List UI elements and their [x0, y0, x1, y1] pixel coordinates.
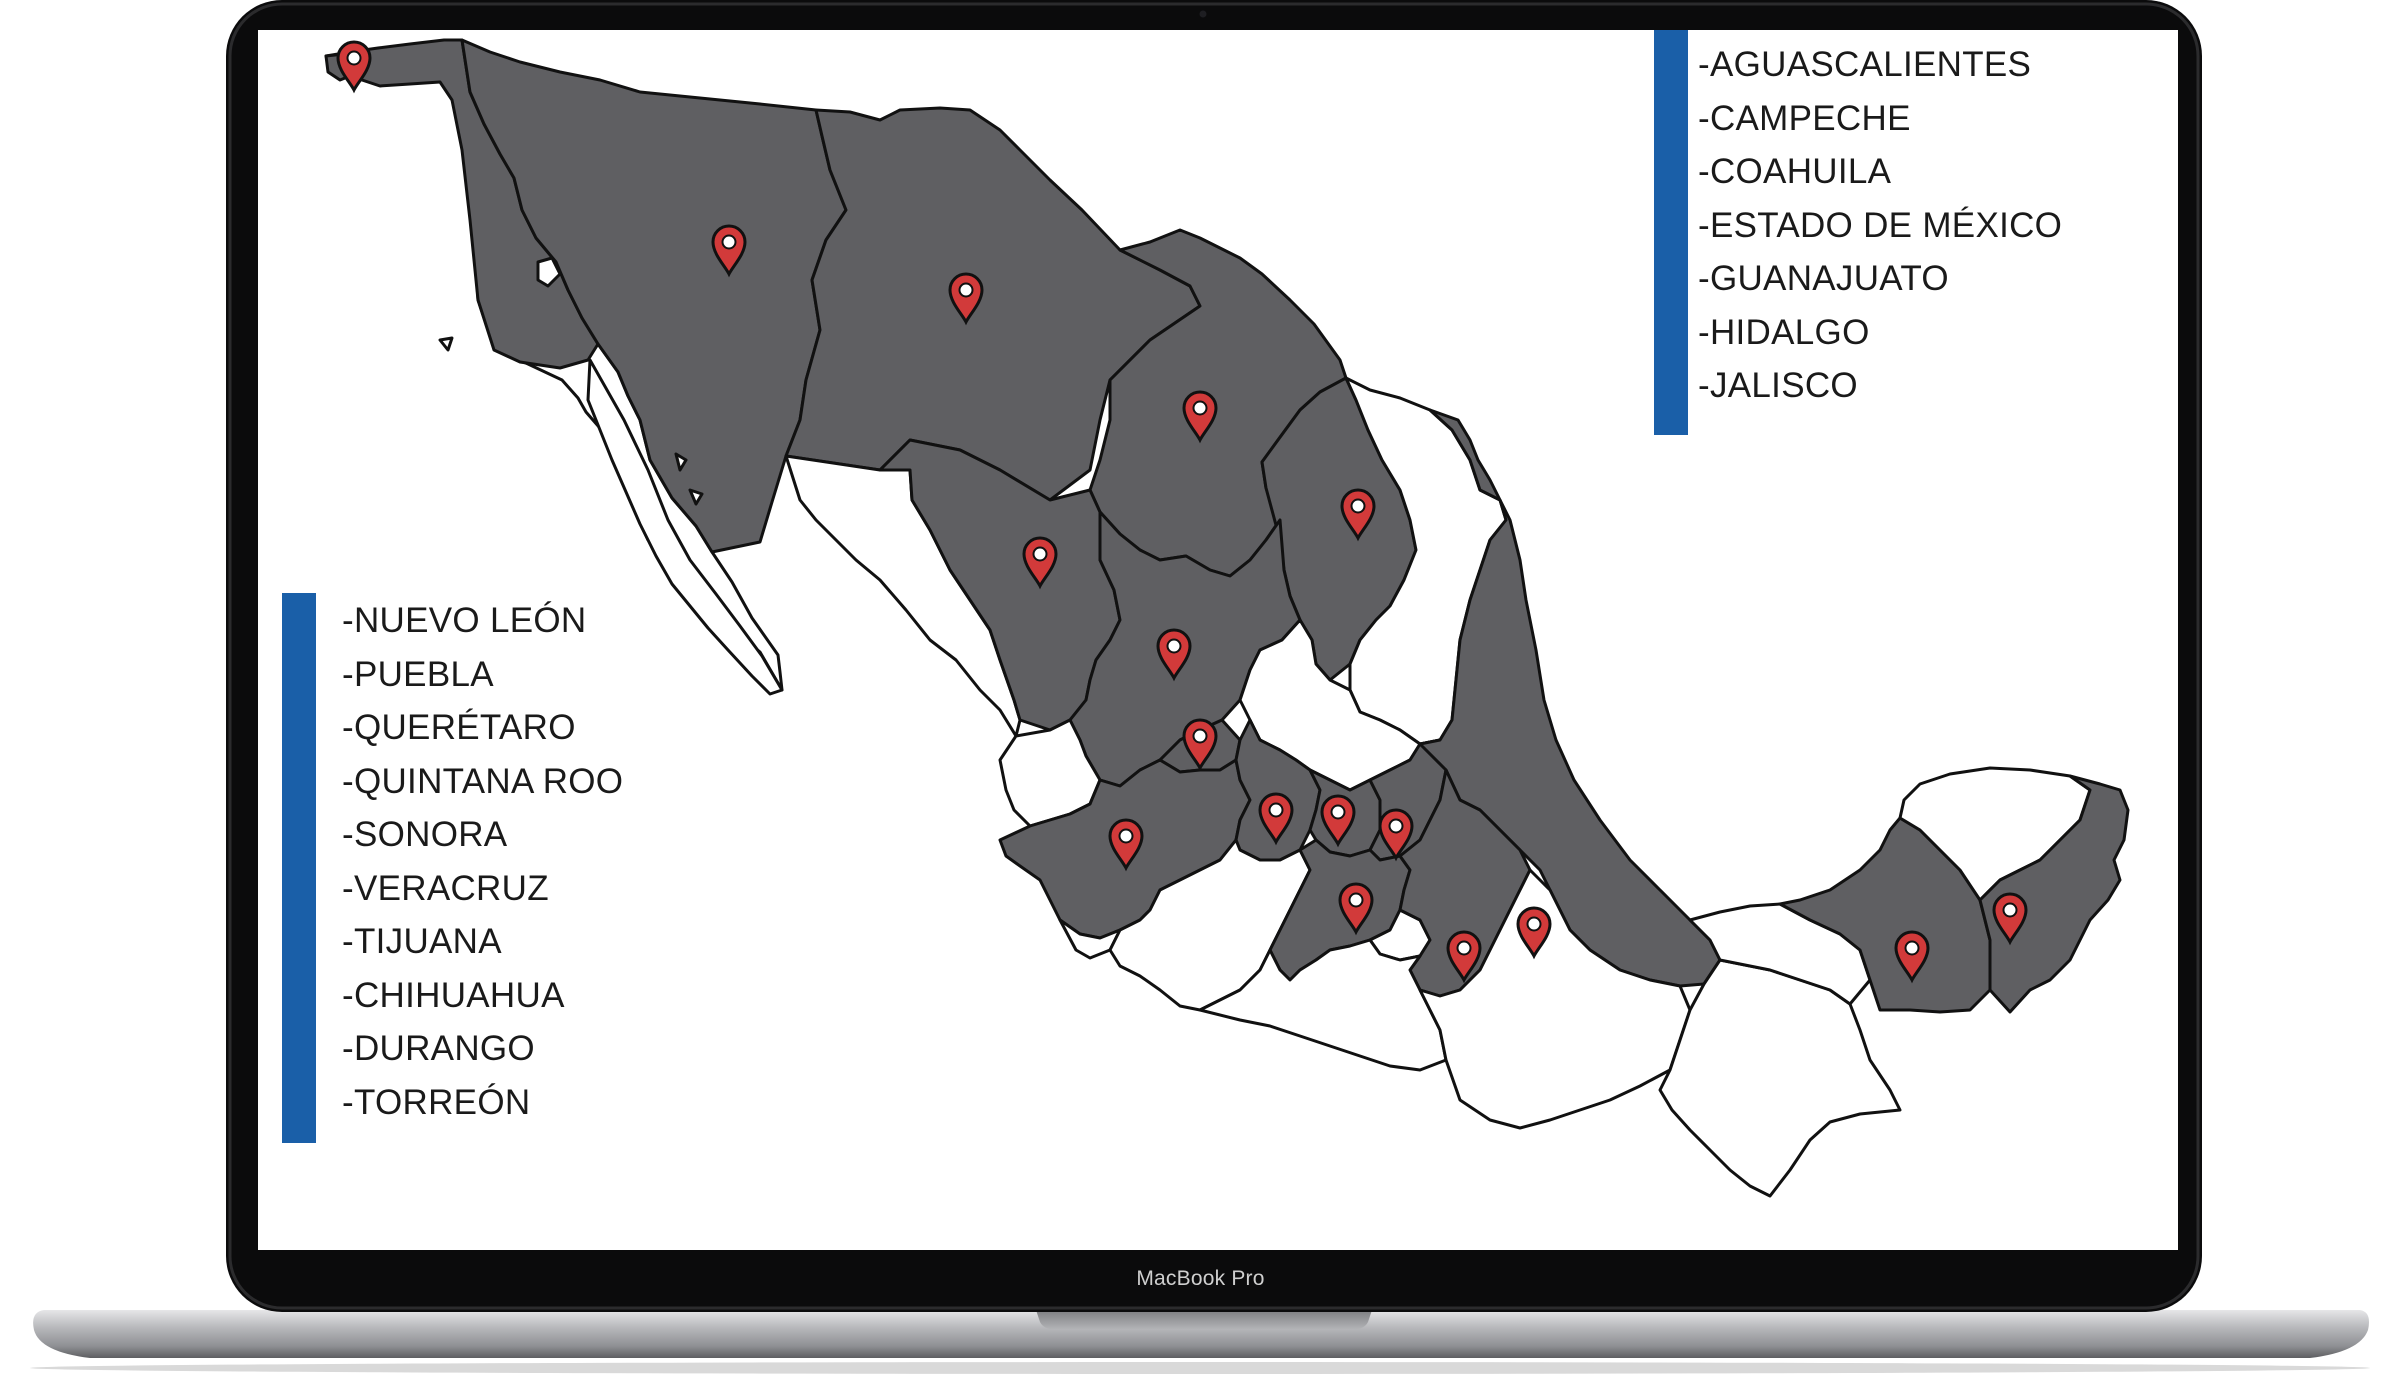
map-pin-body — [1446, 930, 1482, 984]
list-item: -GUANAJUATO — [1698, 259, 1949, 298]
list-item: -DURANGO — [342, 1029, 535, 1068]
map-pin-body — [711, 224, 747, 278]
map-pin-dot — [1192, 728, 1208, 744]
map-pin-icon[interactable] — [336, 40, 372, 94]
map-pin-dot — [2002, 902, 2018, 918]
map-pin-dot — [1526, 916, 1542, 932]
map-pin-body — [1022, 536, 1058, 590]
map-pin-dot — [1192, 400, 1208, 416]
list-item: -CHIHUAHUA — [342, 975, 565, 1015]
map-pin-body — [1894, 930, 1930, 984]
list-item: -HIDALGO — [1698, 312, 1870, 352]
island-gulf — [438, 336, 454, 352]
list-item: -PUEBLA — [342, 654, 494, 694]
trackpad-notch — [1036, 1310, 1372, 1330]
state-list-top: -AGUASCALIENTES -CAMPECHE -COAHUILA -EST… — [1698, 38, 2062, 413]
map-pin-icon[interactable] — [1022, 536, 1058, 590]
accent-bar-top — [1654, 30, 1688, 435]
list-item: -AGUASCALIENTES — [1698, 45, 2032, 84]
map-pin-icon[interactable] — [1182, 390, 1218, 444]
list-item: -TORREÓN — [342, 1082, 531, 1122]
quintana-roo-region[interactable] — [1978, 774, 2130, 1014]
list-item: -NUEVO LEÓN — [342, 601, 587, 640]
list-item: -ESTADO DE MÉXICO — [1698, 205, 2063, 245]
map-pin-dot — [1032, 546, 1048, 562]
state-list-bottom: -NUEVO LEÓN -PUEBLA -QUERÉTARO -QUINTANA… — [342, 594, 623, 1129]
oaxaca-region — [1418, 868, 1692, 1130]
device-brand-label: MacBook Pro — [1136, 1267, 1265, 1290]
map-pin-icon[interactable] — [711, 224, 747, 278]
map-pin-dot — [1456, 940, 1472, 956]
map-pin-icon[interactable] — [948, 272, 984, 326]
list-item: -QUERÉTARO — [342, 708, 576, 747]
map-pin-icon[interactable] — [1156, 628, 1192, 682]
laptop-base — [33, 1310, 2370, 1358]
map-pin-body — [1156, 628, 1192, 682]
map-pin-dot — [346, 50, 362, 66]
map-pin-dot — [958, 282, 974, 298]
list-item: -COAHUILA — [1698, 152, 1892, 191]
map-pin-body — [948, 272, 984, 326]
sonora-region[interactable] — [460, 38, 848, 554]
map-pin-icon[interactable] — [1516, 906, 1552, 960]
map-pin-icon[interactable] — [1446, 930, 1482, 984]
map-pin-body — [1516, 906, 1552, 960]
map-pin-icon[interactable] — [1338, 882, 1374, 936]
map-pin-body — [1378, 808, 1414, 862]
island-baja-1 — [674, 452, 688, 472]
list-item: -JALISCO — [1698, 366, 1858, 405]
baja-peninsula-fill — [586, 358, 784, 696]
list-item: -SONORA — [342, 815, 508, 854]
map-pin-body — [1182, 718, 1218, 772]
map-pin-dot — [1118, 828, 1134, 844]
map-pin-icon[interactable] — [1320, 794, 1356, 848]
map-pin-dot — [721, 234, 737, 250]
map-pin-body — [1340, 488, 1376, 542]
map-pin-icon[interactable] — [1258, 792, 1294, 846]
map-pin-icon[interactable] — [1108, 818, 1144, 872]
map-pin-body — [1320, 794, 1356, 848]
map-pin-body — [1182, 390, 1218, 444]
base-shadow — [30, 1362, 2370, 1374]
guerrero-region — [1198, 938, 1448, 1072]
island-baja-2 — [688, 488, 704, 506]
list-item: -TIJUANA — [342, 922, 502, 961]
map-pin-dot — [1348, 892, 1364, 908]
map-pin-body — [1338, 882, 1374, 936]
list-item: -VERACRUZ — [342, 868, 549, 908]
map-pin-icon[interactable] — [1340, 488, 1376, 542]
map-pin-dot — [1166, 638, 1182, 654]
accent-bar-bottom — [282, 593, 316, 1143]
map-pin-dot — [1268, 802, 1284, 818]
map-pin-icon[interactable] — [1992, 892, 2028, 946]
bezel-rim — [228, 2, 2200, 1310]
map-pin-dot — [1388, 818, 1404, 834]
list-item: -QUINTANA ROO — [342, 761, 624, 801]
island-tiburon — [536, 256, 562, 288]
map-markers — [336, 40, 2028, 984]
camera-dot — [1199, 10, 1207, 18]
map-pin-body — [336, 40, 372, 94]
map-pin-body — [1992, 892, 2028, 946]
map-pin-body — [1258, 792, 1294, 846]
map-pin-icon[interactable] — [1182, 718, 1218, 772]
map-pin-body — [1108, 818, 1144, 872]
map-pin-dot — [1330, 804, 1346, 820]
map-pin-icon[interactable] — [1894, 930, 1930, 984]
chihuahua-region[interactable] — [784, 106, 1202, 502]
map-pin-dot — [1350, 498, 1366, 514]
map-pin-icon[interactable] — [1378, 808, 1414, 862]
map-pin-dot — [1904, 940, 1920, 956]
list-item: -CAMPECHE — [1698, 98, 1911, 138]
